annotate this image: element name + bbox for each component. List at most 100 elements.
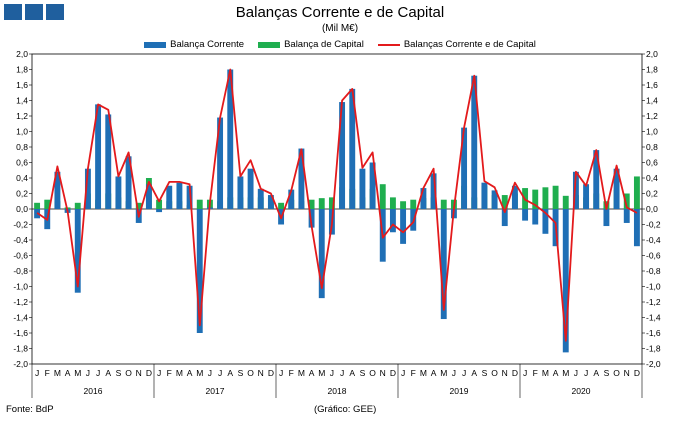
y-tick-label-right: 0,6: [646, 158, 658, 168]
x-tick-label-month: J: [157, 368, 161, 378]
x-tick-label-month: M: [54, 368, 61, 378]
legend-swatch-total: [377, 43, 400, 46]
bar-corrente: [217, 117, 224, 209]
y-tick-label-left: 1,8: [16, 65, 28, 75]
x-tick-label-month: J: [462, 368, 466, 378]
y-tick-label-left: -0,2: [13, 220, 28, 230]
credit-note: (Gráfico: GEE): [314, 404, 377, 415]
x-tick-label-month: J: [523, 368, 527, 378]
bar-corrente: [481, 182, 488, 209]
x-tick-label-month: J: [330, 368, 334, 378]
source-note: Fonte: BdP: [6, 404, 54, 415]
y-tick-label-left: -1,0: [13, 282, 28, 292]
x-tick-label-month: F: [411, 368, 416, 378]
x-tick-label-month: F: [289, 368, 294, 378]
x-tick-label-month: F: [45, 368, 50, 378]
y-tick-label-left: 1,0: [16, 127, 28, 137]
chart-title: Balanças Corrente e de Capital: [235, 4, 445, 21]
x-tick-label-year: 2018: [328, 386, 347, 396]
x-tick-label-year: 2020: [572, 386, 591, 396]
y-tick-label-left: 1,4: [16, 96, 28, 106]
bar-capital: [389, 197, 396, 209]
bar-capital: [532, 189, 539, 209]
x-tick-label-month: A: [553, 368, 559, 378]
bar-capital: [328, 197, 335, 209]
bar-corrente: [633, 209, 640, 247]
x-tick-label-year: 2016: [84, 386, 103, 396]
x-tick-label-month: N: [258, 368, 264, 378]
x-tick-label-month: S: [238, 368, 244, 378]
x-tick-label-month: A: [227, 368, 233, 378]
bar-corrente: [84, 168, 91, 209]
y-tick-label-left: -0,6: [13, 251, 28, 261]
x-tick-label-month: A: [187, 368, 193, 378]
x-tick-label-month: S: [604, 368, 610, 378]
y-tick-label-right: -1,8: [646, 344, 661, 354]
legend-label-corrente: Balança Corrente: [170, 39, 245, 50]
x-tick-label-month: M: [318, 368, 325, 378]
bar-corrente: [186, 185, 193, 209]
bar-corrente: [145, 184, 152, 209]
y-tick-label-right: 1,8: [646, 65, 658, 75]
y-tick-label-right: -0,8: [646, 266, 661, 276]
bar-corrente: [400, 209, 407, 244]
chart-subtitle: (Mil M€): [321, 23, 359, 34]
bar-capital: [318, 198, 325, 209]
y-tick-label-right: 2,0: [646, 49, 658, 59]
bar-corrente: [603, 209, 610, 227]
legend-item-corrente: Balança Corrente: [144, 39, 244, 50]
bar-corrente: [542, 209, 549, 234]
x-tick-label-month: A: [349, 368, 355, 378]
bar-corrente: [298, 148, 305, 209]
bar-capital: [156, 199, 163, 209]
bar-corrente: [267, 195, 274, 209]
bar-capital: [501, 195, 508, 209]
y-tick-label-right: 1,0: [646, 127, 658, 137]
y-tick-label-left: -0,4: [13, 235, 28, 245]
bar-capital: [34, 202, 41, 209]
bar-corrente: [522, 209, 529, 221]
x-tick-label-month: S: [482, 368, 488, 378]
x-tick-label-month: A: [65, 368, 71, 378]
legend-item-total: Balanças Corrente e de Capital: [377, 39, 536, 50]
bar-corrente: [359, 168, 366, 209]
bar-corrente: [613, 168, 620, 209]
bar-capital: [410, 199, 417, 209]
y-tick-label-left: 1,6: [16, 80, 28, 90]
bar-capital: [196, 199, 203, 209]
y-tick-label-right: -1,4: [646, 313, 661, 323]
x-tick-label-month: J: [574, 368, 578, 378]
x-tick-label-month: M: [562, 368, 569, 378]
y-tick-label-left: -2,0: [13, 359, 28, 369]
y-tick-label-right: -1,0: [646, 282, 661, 292]
legend-label-capital: Balança de Capital: [284, 39, 364, 50]
x-tick-label-month: J: [584, 368, 588, 378]
legend-swatch-corrente: [144, 41, 167, 48]
bar-corrente: [583, 184, 590, 209]
bar-corrente: [572, 171, 579, 209]
bar-capital: [633, 176, 640, 209]
x-tick-label-month: O: [491, 368, 498, 378]
bar-corrente: [369, 162, 376, 209]
x-tick-label-month: J: [218, 368, 222, 378]
line-total: [36, 68, 638, 342]
bar-corrente: [95, 104, 102, 209]
bar-corrente: [125, 156, 132, 209]
x-tick-label-month: D: [634, 368, 640, 378]
x-tick-label-month: J: [86, 368, 90, 378]
bar-corrente: [532, 209, 539, 225]
bar-corrente: [156, 209, 163, 213]
x-tick-label-month: M: [196, 368, 203, 378]
bar-corrente: [623, 209, 630, 223]
x-tick-label-month: N: [624, 368, 630, 378]
x-tick-label-month: F: [533, 368, 538, 378]
legend-label-total: Balanças Corrente e de Capital: [403, 39, 536, 50]
y-tick-label-left: 2,0: [16, 49, 28, 59]
bar-corrente: [227, 69, 234, 209]
bar-corrente: [501, 209, 508, 227]
x-tick-label-month: D: [268, 368, 274, 378]
y-tick-label-left: 0,2: [16, 189, 28, 199]
bar-capital: [623, 193, 630, 209]
x-tick-label-month: A: [105, 368, 111, 378]
x-tick-label-month: M: [176, 368, 183, 378]
